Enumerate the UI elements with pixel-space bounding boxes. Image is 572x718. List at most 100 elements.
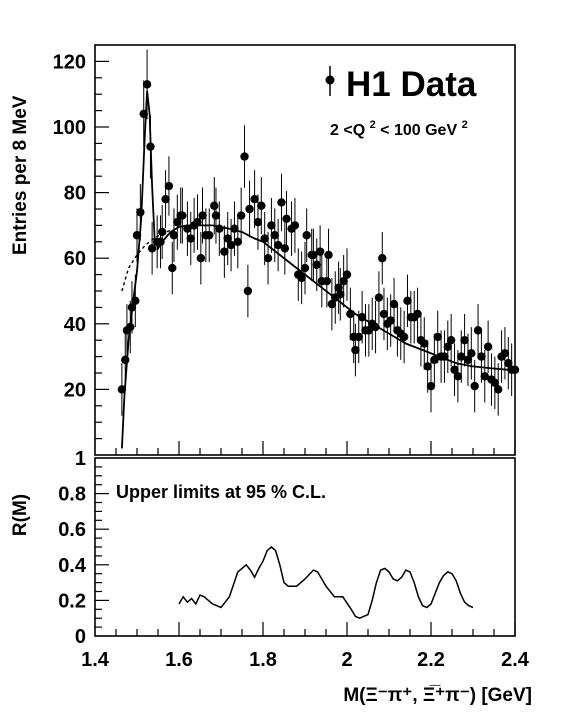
- data-point: [327, 299, 337, 309]
- data-point: [443, 342, 452, 351]
- data-point: [312, 260, 321, 269]
- y-tick-label: 40: [64, 314, 86, 336]
- data-point: [250, 194, 259, 204]
- top-y-axis-label: Entries per 8 MeV: [10, 95, 31, 255]
- bottom-axis-ticks: 0 0.2 0.4 0.6 0.8 1 1.4 1.6 1.8 2 2.2 2.4: [58, 448, 530, 671]
- data-point: [253, 217, 263, 227]
- data-point: [420, 339, 429, 348]
- data-point: [500, 349, 510, 358]
- data-point: [483, 342, 493, 351]
- data-point: [158, 227, 167, 237]
- data-point: [494, 385, 503, 394]
- x-tick-label: 1.6: [165, 649, 193, 671]
- data-point: [309, 250, 318, 260]
- data-point: [196, 254, 206, 263]
- data-point: [378, 254, 387, 263]
- data-point: [457, 352, 466, 361]
- r-tick-label: 0.6: [58, 519, 86, 541]
- data-point: [322, 276, 332, 286]
- data-point: [510, 365, 520, 374]
- data-point: [211, 211, 221, 220]
- data-point: [132, 231, 142, 240]
- data-point: [430, 355, 439, 365]
- data-point: [280, 244, 290, 253]
- data-point: [297, 273, 306, 283]
- upper-limit-line: [178, 546, 474, 620]
- data-point: [173, 217, 182, 227]
- data-point: [504, 358, 513, 368]
- data-point: [282, 214, 291, 224]
- x-axis-label: M(Ξ⁻π⁺, Ξ̅⁺π⁻) [GeV]: [343, 685, 532, 706]
- legend-label: H1 Data: [346, 65, 477, 104]
- fit-curve: [121, 90, 515, 449]
- r-tick-label: 0: [75, 626, 86, 648]
- data-point: [168, 263, 177, 273]
- data-point: [267, 221, 276, 230]
- data-point: [186, 234, 195, 243]
- legend: H1 Data: [325, 65, 477, 104]
- data-point: [339, 276, 348, 286]
- data-point: [260, 234, 269, 243]
- q2-annotation-sup: 2: [370, 119, 376, 131]
- data-point: [324, 250, 333, 260]
- data-point: [364, 326, 374, 335]
- x-tick-label: 1.8: [249, 649, 277, 671]
- data-point: [446, 336, 456, 345]
- data-point: [342, 270, 352, 279]
- upper-limit-curve: [178, 546, 474, 620]
- data-point: [336, 290, 345, 299]
- data-point: [270, 231, 279, 240]
- r-tick-label: 0.4: [58, 555, 87, 577]
- data-point: [477, 352, 486, 361]
- data-point: [490, 378, 500, 388]
- data-point: [236, 211, 246, 220]
- data-point: [127, 303, 137, 312]
- data-point: [178, 211, 187, 220]
- data-point: [467, 349, 476, 358]
- y-tick-label: 120: [53, 51, 86, 73]
- data-point: [230, 224, 239, 233]
- data-point: [240, 152, 249, 161]
- y-tick-label: 100: [53, 117, 86, 139]
- x-tick-label: 1.4: [81, 649, 110, 671]
- data-point: [215, 224, 224, 233]
- x-tick-label: 2: [341, 649, 352, 671]
- data-point: [413, 309, 422, 319]
- fit-curves: [121, 90, 515, 449]
- r-tick-label: 0.2: [58, 590, 86, 612]
- top-axis-ticks: 20 40 60 80 100 120: [53, 51, 516, 455]
- data-point: [164, 181, 174, 191]
- data-point: [205, 231, 214, 240]
- data-point: [142, 80, 152, 89]
- data-point: [473, 326, 483, 335]
- data-point: [136, 208, 145, 217]
- data-point: [210, 201, 219, 210]
- y-tick-label: 20: [64, 379, 86, 401]
- data-point: [198, 211, 207, 220]
- data-point: [257, 201, 266, 210]
- legend-marker: [325, 75, 335, 85]
- bottom-y-axis-label: R(M): [10, 494, 31, 536]
- data-point: [470, 381, 479, 391]
- q2-annotation-text: 2 <Q: [330, 122, 365, 139]
- data-point: [450, 365, 459, 374]
- r-tick-label: 1: [75, 448, 86, 470]
- q2-annotation-tail-sup: 2: [462, 119, 468, 131]
- data-point: [169, 231, 179, 240]
- data-point: [460, 336, 469, 345]
- data-point: [440, 352, 449, 361]
- q2-annotation-tail: < 100 GeV: [380, 122, 457, 139]
- data-point: [315, 247, 325, 256]
- data-point: [131, 296, 140, 306]
- data-point: [220, 247, 229, 256]
- y-tick-label: 80: [64, 183, 86, 205]
- data-point: [290, 221, 300, 230]
- data-point: [243, 286, 253, 296]
- data-point: [226, 240, 236, 250]
- data-point: [354, 332, 363, 342]
- q2-annotation: 2 <Q 2 < 100 GeV 2: [330, 115, 468, 139]
- data-point: [139, 109, 148, 119]
- data-point: [403, 296, 412, 306]
